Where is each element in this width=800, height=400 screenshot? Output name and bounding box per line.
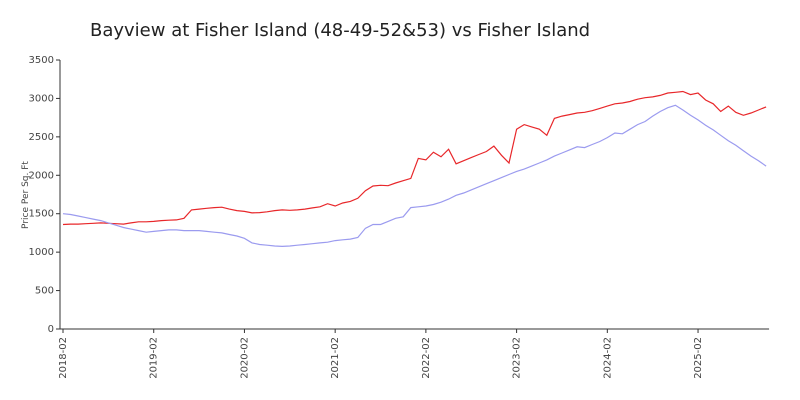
x-tick-label: 2024-02 xyxy=(602,337,613,379)
y-tick-label: 3000 xyxy=(29,93,54,104)
y-tick-label: 500 xyxy=(35,286,54,297)
y-tick-label: 2000 xyxy=(29,170,54,181)
y-tick-label: 3500 xyxy=(29,55,54,66)
series-line xyxy=(62,90,767,226)
y-tick-label: 1000 xyxy=(29,247,54,258)
y-axis-label: Price Per Sq. Ft xyxy=(21,161,31,229)
y-tick-label: 0 xyxy=(48,324,54,335)
y-tick-label: 1500 xyxy=(29,209,54,220)
x-tick-label: 2025-02 xyxy=(693,337,704,379)
x-tick-label: 2023-02 xyxy=(512,337,523,379)
x-tick-label: 2019-02 xyxy=(149,337,160,379)
x-tick-label: 2020-02 xyxy=(239,337,250,379)
chart-title: Bayview at Fisher Island (48-49-52&53) v… xyxy=(90,20,590,41)
x-tick-label: 2021-02 xyxy=(330,337,341,379)
series-line xyxy=(62,104,767,248)
x-tick-label: 2018-02 xyxy=(58,337,69,379)
x-tick-label: 2022-02 xyxy=(421,337,432,379)
y-tick-label: 2500 xyxy=(29,132,54,143)
